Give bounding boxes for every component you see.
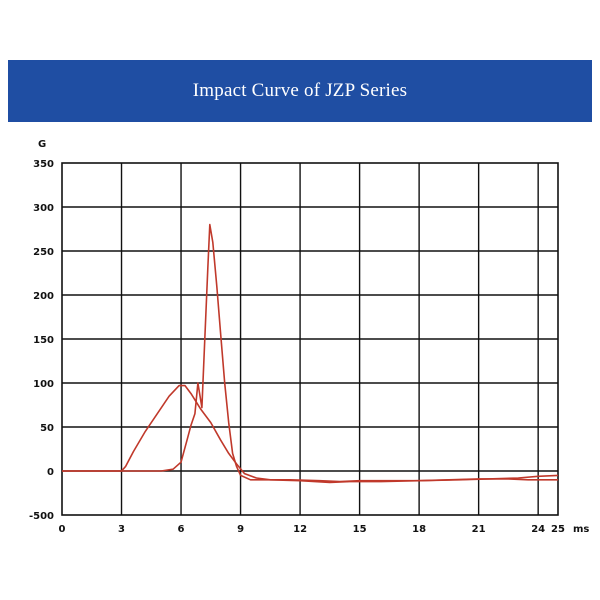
y-tick-label: 0 [47, 467, 54, 478]
x-axis-label: ms [573, 524, 589, 535]
x-tick-label: 6 [178, 524, 185, 535]
x-tick-label: 21 [472, 524, 486, 535]
x-tick-label: 12 [293, 524, 307, 535]
series-lines [62, 223, 559, 484]
series-line-2 [62, 223, 558, 484]
tick-labels: 0 3 6 9 12 15 18 21 24 25 -500 0 50 100 150 200 250 300 35… [29, 159, 565, 535]
x-tick-label: 3 [118, 524, 125, 535]
y-tick-label: 350 [33, 159, 54, 170]
y-tick-label: 150 [33, 335, 54, 346]
chart-area: 0 3 6 9 12 15 18 21 24 25 -500 0 50 100 150 200 250 300 35… [0, 130, 600, 550]
y-tick-label: 50 [40, 423, 54, 434]
chart-title: Impact Curve of JZP Series [192, 80, 408, 101]
y-axis-label: G [38, 139, 46, 150]
x-tick-label: 24 [531, 524, 545, 535]
x-tick-label: 18 [412, 524, 426, 535]
y-tick-label: 100 [33, 379, 54, 390]
y-tick-label: 200 [33, 291, 54, 302]
x-tick-label: 0 [59, 524, 66, 535]
x-tick-label: 25 [551, 524, 565, 535]
y-tick-label: 250 [33, 247, 54, 258]
y-tick-label: 300 [33, 203, 54, 214]
chart-title-banner: Impact Curve of JZP Series [8, 60, 592, 122]
series-line-1 [62, 384, 559, 483]
x-tick-label: 9 [237, 524, 244, 535]
x-tick-label: 15 [353, 524, 367, 535]
y-tick-label: -500 [29, 511, 54, 522]
impact-curve-chart: 0 3 6 9 12 15 18 21 24 25 -500 0 50 100 150 200 250 300 35… [29, 139, 589, 535]
grid [61, 162, 559, 516]
